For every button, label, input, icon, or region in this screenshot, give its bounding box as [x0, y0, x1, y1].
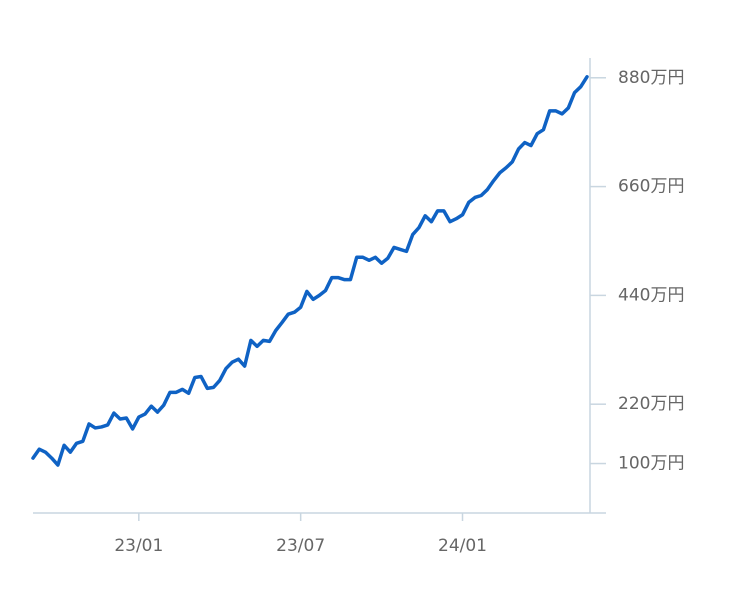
y-tick-label: 220万円 — [618, 394, 684, 414]
x-tick-label: 24/01 — [438, 536, 487, 556]
y-tick-label: 440万円 — [618, 285, 684, 305]
y-tick-label: 880万円 — [618, 68, 684, 88]
price-line — [31, 75, 589, 467]
y-tick-label: 100万円 — [618, 454, 684, 474]
x-tick-label: 23/07 — [276, 536, 325, 556]
x-tick-label: 23/01 — [114, 536, 163, 556]
y-tick-label: 660万円 — [618, 177, 684, 197]
